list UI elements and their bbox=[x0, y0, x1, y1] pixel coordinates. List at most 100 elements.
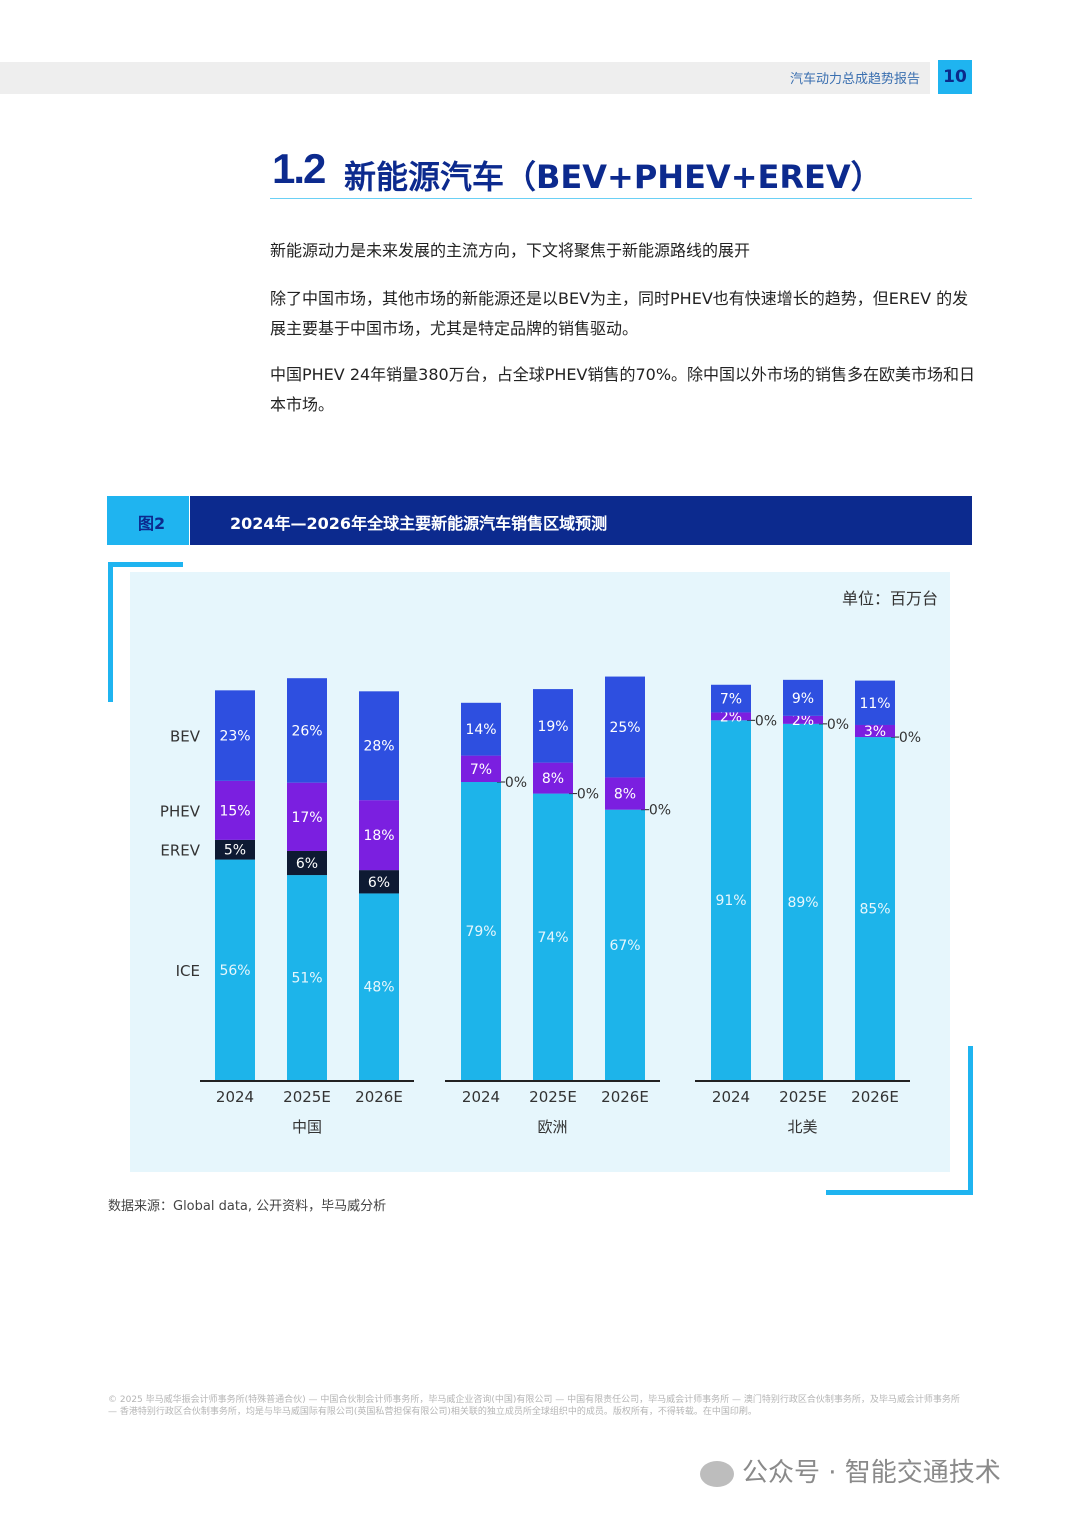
data-label-bev: 11% bbox=[859, 696, 890, 712]
x-tick-label: 2025E bbox=[529, 1088, 577, 1106]
group-label: 中国 bbox=[292, 1118, 322, 1136]
x-tick-label: 2026E bbox=[601, 1088, 649, 1106]
copyright-footer: © 2025 毕马威华振会计师事务所(特殊普通合伙) — 中国合伙制会计师事务所… bbox=[108, 1395, 960, 1417]
bar-segment-bev bbox=[711, 684, 751, 713]
legend-label-bev: BEV bbox=[170, 728, 201, 746]
data-label-bev: 19% bbox=[537, 719, 568, 735]
bar-segment-bev bbox=[215, 690, 255, 781]
data-label-erev: 0% bbox=[505, 775, 527, 791]
data-label-bev: 25% bbox=[609, 720, 640, 736]
section-number: 1.2 bbox=[272, 145, 326, 192]
legend-label-ice: ICE bbox=[176, 962, 200, 980]
legend-label-phev: PHEV bbox=[160, 802, 201, 820]
section-divider bbox=[270, 198, 972, 199]
data-label-phev: 8% bbox=[614, 787, 636, 803]
bar-segment-ice bbox=[855, 737, 895, 1080]
bar-segment-bev bbox=[855, 680, 895, 725]
data-label-ice: 74% bbox=[537, 930, 568, 946]
x-tick-label: 2025E bbox=[779, 1088, 827, 1106]
data-label-bev: 26% bbox=[291, 723, 322, 739]
bar-segment-erev bbox=[287, 850, 327, 876]
data-label-bev: 28% bbox=[363, 739, 394, 755]
x-tick-label: 2026E bbox=[851, 1088, 899, 1106]
data-label-phev: 2% bbox=[792, 713, 814, 729]
legend-label-erev: EREV bbox=[160, 842, 200, 860]
data-label-bev: 14% bbox=[465, 722, 496, 738]
bar-segment-phev bbox=[215, 780, 255, 840]
figure-title: 2024年—2026年全球主要新能源汽车销售区域预测 bbox=[230, 514, 608, 533]
report-title: 汽车动力总成趋势报告 bbox=[789, 72, 920, 87]
data-label-erev: 5% bbox=[224, 843, 246, 859]
group-label: 欧洲 bbox=[537, 1118, 567, 1136]
data-label-erev: 0% bbox=[755, 713, 777, 729]
data-label-erev: 0% bbox=[577, 787, 599, 803]
data-label-phev: 18% bbox=[363, 828, 394, 844]
data-label-erev: 0% bbox=[899, 730, 921, 746]
corner-decoration bbox=[108, 562, 113, 702]
bar-segment-phev bbox=[461, 755, 501, 783]
group-label: 北美 bbox=[787, 1118, 817, 1136]
data-label-ice: 56% bbox=[219, 963, 250, 979]
data-source: 数据来源：Global data, 公开资料，毕马威分析 bbox=[108, 1199, 387, 1214]
data-label-phev: 15% bbox=[219, 803, 250, 819]
bar-segment-bev bbox=[783, 679, 823, 716]
data-label-phev: 17% bbox=[291, 810, 322, 826]
paragraph-2: 除了中国市场，其他市场的新能源还是以BEV为主，同时PHEV也有快速增长的趋势，… bbox=[270, 289, 969, 338]
bar-segment-phev bbox=[359, 800, 399, 871]
bar-segment-phev bbox=[533, 762, 573, 794]
bar-segment-ice bbox=[783, 723, 823, 1080]
section-title: 新能源汽车（BEV+PHEV+EREV） bbox=[344, 158, 883, 196]
bar-segment-phev bbox=[605, 777, 645, 810]
x-tick-label: 2026E bbox=[355, 1088, 403, 1106]
bar-segment-phev bbox=[287, 782, 327, 851]
page-number: 10 bbox=[938, 60, 972, 94]
data-label-phev: 3% bbox=[864, 724, 886, 740]
bar-segment-phev bbox=[711, 712, 751, 721]
bar-segment-ice bbox=[215, 859, 255, 1080]
figure-tab bbox=[107, 496, 189, 545]
header-bar bbox=[0, 62, 930, 94]
bar-segment-bev bbox=[533, 689, 573, 763]
data-label-ice: 48% bbox=[363, 980, 394, 996]
data-label-bev: 7% bbox=[720, 692, 742, 708]
bar-segment-ice bbox=[711, 720, 751, 1080]
bar-segment-bev bbox=[359, 691, 399, 801]
data-label-ice: 91% bbox=[715, 893, 746, 909]
wechat-icon bbox=[700, 1460, 734, 1487]
figure-title-bar bbox=[190, 496, 972, 545]
data-label-phev: 7% bbox=[470, 762, 492, 778]
data-label-bev: 23% bbox=[219, 729, 250, 745]
corner-decoration bbox=[108, 562, 183, 567]
watermark-text: 公众号 · 智能交通技术 bbox=[742, 1458, 1001, 1488]
bar-segment-bev bbox=[605, 676, 645, 778]
bar-segment-phev bbox=[783, 715, 823, 724]
data-label-ice: 85% bbox=[859, 902, 890, 918]
bar-segment-bev bbox=[287, 678, 327, 783]
watermark: 公众号 · 智能交通技术 bbox=[700, 1452, 1001, 1489]
bar-segment-ice bbox=[287, 875, 327, 1080]
figure-label: 图2 bbox=[138, 514, 166, 533]
data-label-phev: 8% bbox=[542, 771, 564, 787]
paragraph-3: 中国PHEV 24年销量380万台，占全球PHEV销售的70%。除中国以外市场的… bbox=[270, 365, 976, 414]
data-label-bev: 9% bbox=[792, 691, 814, 707]
x-tick-label: 2025E bbox=[283, 1088, 331, 1106]
data-label-erev: 6% bbox=[368, 875, 390, 891]
bar-segment-phev bbox=[855, 724, 895, 738]
x-tick-label: 2024 bbox=[462, 1088, 500, 1106]
bar-segment-ice bbox=[461, 782, 501, 1080]
bar-segment-bev bbox=[461, 702, 501, 756]
bar-segment-erev bbox=[359, 870, 399, 894]
paragraph-1: 新能源动力是未来发展的主流方向，下文将聚焦于新能源路线的展开 bbox=[270, 241, 751, 260]
corner-decoration bbox=[968, 1046, 973, 1194]
data-label-phev: 2% bbox=[720, 709, 742, 725]
bar-segment-ice bbox=[533, 793, 573, 1080]
data-label-ice: 67% bbox=[609, 938, 640, 954]
chart-unit: 单位：百万台 bbox=[841, 589, 938, 608]
data-label-ice: 79% bbox=[465, 924, 496, 940]
data-label-ice: 89% bbox=[787, 895, 818, 911]
bar-segment-ice bbox=[605, 809, 645, 1080]
data-label-ice: 51% bbox=[291, 971, 322, 987]
data-label-erev: 0% bbox=[649, 803, 671, 819]
bar-segment-erev bbox=[215, 839, 255, 860]
